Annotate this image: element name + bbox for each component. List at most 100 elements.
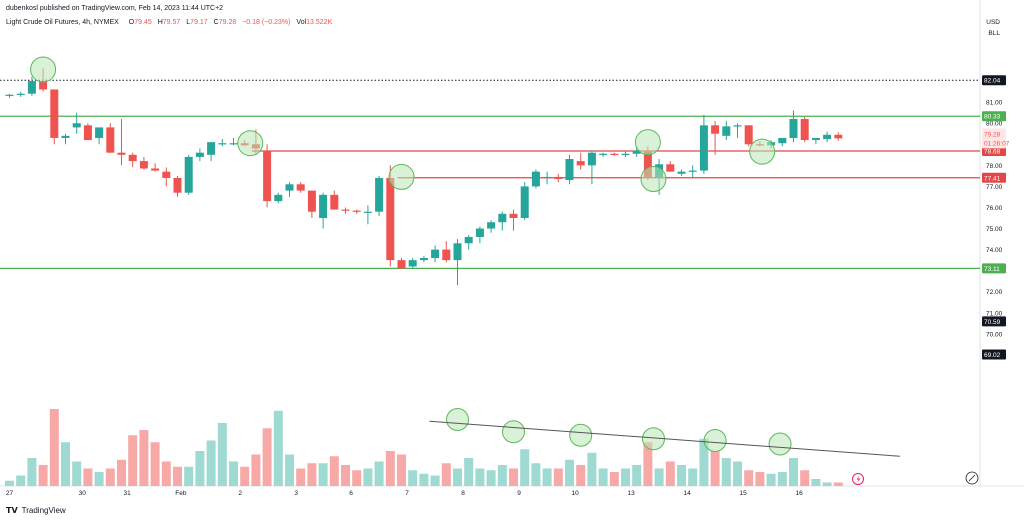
candle-up — [543, 176, 552, 179]
price-badge-label: 80.33 — [984, 114, 1001, 121]
volume-bar — [105, 468, 115, 486]
candle-down — [162, 171, 171, 178]
plot-area[interactable] — [0, 0, 980, 486]
candle-down — [711, 125, 720, 134]
alert-icon[interactable] — [852, 473, 864, 485]
candle-down — [834, 134, 843, 139]
volume-bar — [5, 480, 14, 486]
ohlc-high: H79.57 — [157, 19, 181, 26]
goto-realtime-icon[interactable] — [965, 471, 979, 485]
candle-down — [173, 177, 182, 193]
volume-bar — [385, 451, 395, 486]
candle-down — [117, 152, 126, 155]
volume-bar — [374, 461, 384, 486]
highlight-circle — [388, 163, 415, 190]
volume-bar — [509, 468, 518, 486]
candle-up — [823, 134, 832, 139]
candle-up — [520, 186, 529, 218]
volume-bar — [654, 468, 664, 486]
candle-up — [375, 177, 384, 212]
volume-bar — [677, 465, 686, 486]
time-tick-label: 8 — [461, 490, 465, 497]
volume-bar — [27, 458, 37, 486]
price-tick-label: 71.00 — [986, 310, 1003, 317]
candle-up — [811, 137, 820, 141]
candle-up — [587, 152, 596, 166]
symbol-ohlc-line: Light Crude Oil Futures, 4h, NYMEX O79.4… — [6, 19, 336, 26]
candle-up — [498, 213, 507, 223]
candle-down — [352, 210, 361, 212]
price-tick-label: 75.00 — [986, 226, 1003, 233]
time-tick-label: 10 — [571, 490, 579, 497]
candle-down — [341, 209, 350, 211]
candle-up — [677, 171, 686, 174]
volume-trendline-group — [429, 420, 900, 457]
volume-bar — [789, 458, 798, 486]
candle-up — [16, 93, 25, 95]
volume-bar — [453, 468, 462, 486]
highlight-circle — [446, 408, 469, 431]
volume-bar — [217, 423, 227, 486]
volume-bar — [229, 461, 238, 486]
volume-bar — [441, 463, 451, 486]
volume-bar — [128, 435, 138, 486]
volume-bar — [49, 409, 59, 486]
time-axis[interactable]: 27 30 31 Feb 2 3 6 7 8 9 10 13 14 15 16 — [6, 490, 803, 497]
volume-bar — [553, 468, 563, 486]
time-tick-label: 2 — [238, 490, 242, 497]
candle-up — [274, 194, 283, 202]
volume-bar — [72, 461, 82, 486]
volume-bar — [688, 468, 698, 486]
volume-bar — [822, 482, 832, 486]
candle-up — [319, 194, 328, 218]
volume-bar — [520, 449, 530, 486]
volume-bar — [352, 470, 362, 486]
candle-up — [789, 118, 798, 138]
symbol-name[interactable]: Light Crude Oil Futures, 4h, NYMEX — [6, 19, 119, 26]
volume-bar — [811, 479, 821, 486]
volume-bar — [621, 468, 630, 486]
volume-bar — [733, 461, 742, 486]
price-badge — [982, 172, 1006, 183]
volume-bar — [251, 454, 261, 486]
candle-up — [72, 123, 81, 128]
candle-down — [397, 260, 406, 269]
volume-bar — [117, 459, 126, 486]
time-tick-label: 16 — [795, 490, 803, 497]
volume-bar — [755, 472, 765, 486]
price-badge-label: 73.11 — [984, 266, 1000, 273]
candle-up — [475, 228, 484, 237]
candle-down — [386, 177, 395, 261]
price-badge — [982, 316, 1006, 327]
time-tick-label: 30 — [79, 490, 87, 497]
currency-label: USD — [986, 19, 1000, 26]
volume-bar — [397, 454, 406, 486]
volume-bar — [576, 465, 586, 486]
candle-down — [576, 161, 585, 166]
tradingview-brand[interactable]: 𝗧𝗩 TradingView — [6, 506, 66, 515]
candle-down — [106, 127, 115, 153]
candle-up — [778, 137, 787, 144]
highlight-circle — [640, 166, 667, 193]
price-badge-label: 79.28 — [984, 131, 1001, 138]
highlight-circle — [703, 429, 727, 452]
brand-text: TradingView — [21, 506, 66, 515]
candle-up — [61, 135, 70, 138]
candle-up — [599, 153, 608, 155]
volume-bar — [598, 468, 608, 486]
volume-bar — [285, 454, 294, 486]
volume-bar — [195, 451, 205, 486]
horizontal-levels — [0, 79, 980, 269]
volume-bar — [329, 456, 339, 486]
volume-bar — [419, 473, 429, 486]
candle-down — [50, 89, 59, 138]
price-tick-label: 76.00 — [986, 205, 1003, 212]
price-badge-label: 77.41 — [984, 175, 1001, 182]
price-badge — [982, 146, 1006, 157]
price-tick-label: 80.00 — [986, 121, 1003, 128]
price-tick-label: 70.00 — [986, 331, 1003, 338]
volume-bar — [61, 442, 70, 486]
candle-up — [218, 143, 227, 145]
candle-down — [263, 150, 272, 202]
